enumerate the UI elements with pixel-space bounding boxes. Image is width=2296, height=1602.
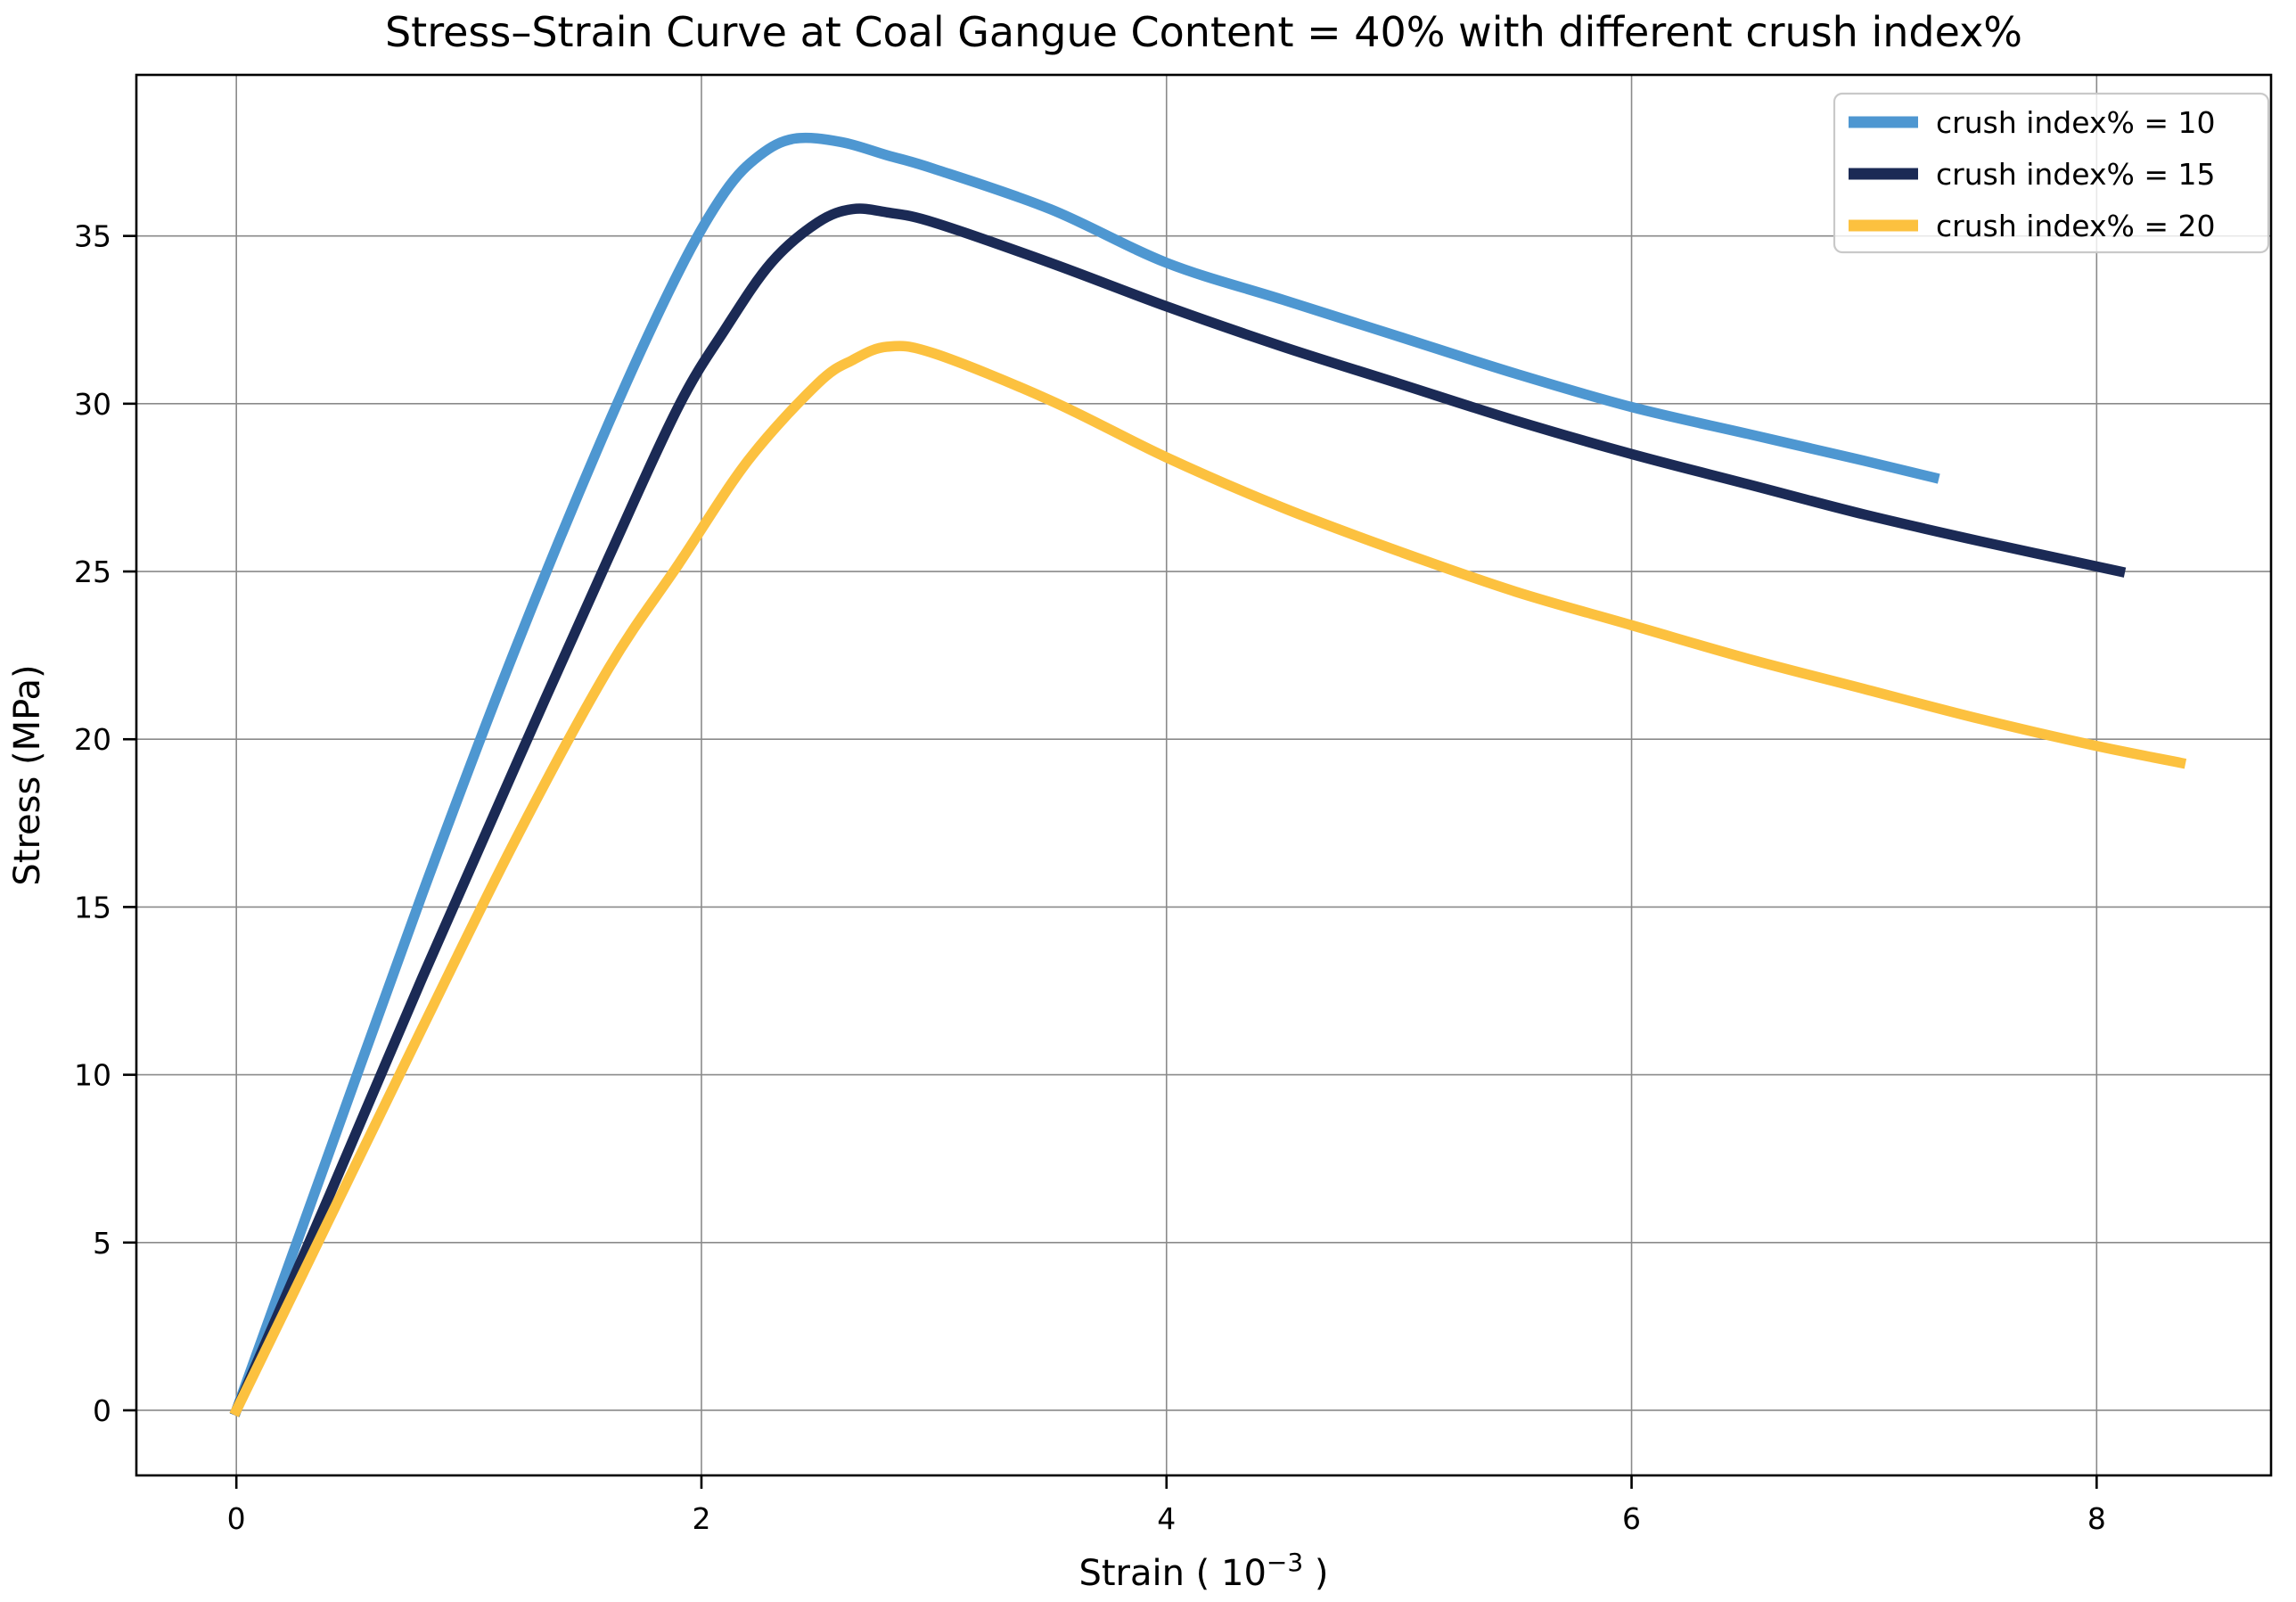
plot-border bbox=[135, 73, 2273, 1477]
y-axis-label: Stress (MPa) bbox=[7, 664, 48, 885]
y-tick-label: 10 bbox=[74, 1058, 111, 1093]
gridlines bbox=[136, 75, 2271, 1475]
chart-title: Stress–Strain Curve at Coal Gangue Conte… bbox=[385, 8, 2022, 56]
legend-label-crush-index-15: crush index% = 15 bbox=[1936, 157, 2215, 192]
y-tick-label: 30 bbox=[74, 387, 111, 422]
x-tick-label: 6 bbox=[1622, 1501, 1641, 1536]
legend-box bbox=[1833, 92, 2270, 254]
axis-ticks bbox=[123, 234, 2098, 1489]
x-tick-label: 8 bbox=[2087, 1501, 2106, 1536]
x-tick-label: 4 bbox=[1157, 1501, 1176, 1536]
legend: crush index% = 10 crush index% = 15 crush … bbox=[1833, 92, 2270, 254]
tick-labels: 0 2 4 6 8 0 5 10 15 20 25 30 35 bbox=[74, 219, 2106, 1536]
series-line-crush-index-20 bbox=[229, 341, 2187, 1417]
x-tick-label: 2 bbox=[692, 1501, 710, 1536]
series-line-crush-index-10 bbox=[229, 132, 1940, 1417]
x-tick-label: 0 bbox=[227, 1501, 246, 1536]
legend-label-crush-index-10: crush index% = 10 bbox=[1936, 105, 2215, 140]
series-line-crush-index-15 bbox=[229, 203, 2127, 1417]
y-tick-label: 20 bbox=[74, 722, 111, 757]
y-tick-label: 5 bbox=[93, 1226, 111, 1261]
y-tick-label: 35 bbox=[74, 219, 111, 254]
y-tick-label: 25 bbox=[74, 555, 111, 589]
y-tick-label: 0 bbox=[93, 1393, 111, 1428]
y-tick-label: 15 bbox=[74, 890, 111, 924]
legend-label-crush-index-20: crush index% = 20 bbox=[1936, 209, 2215, 243]
x-axis-label: Strain ( 10−3 ) bbox=[1078, 1548, 1328, 1594]
series-lines bbox=[229, 132, 2187, 1417]
